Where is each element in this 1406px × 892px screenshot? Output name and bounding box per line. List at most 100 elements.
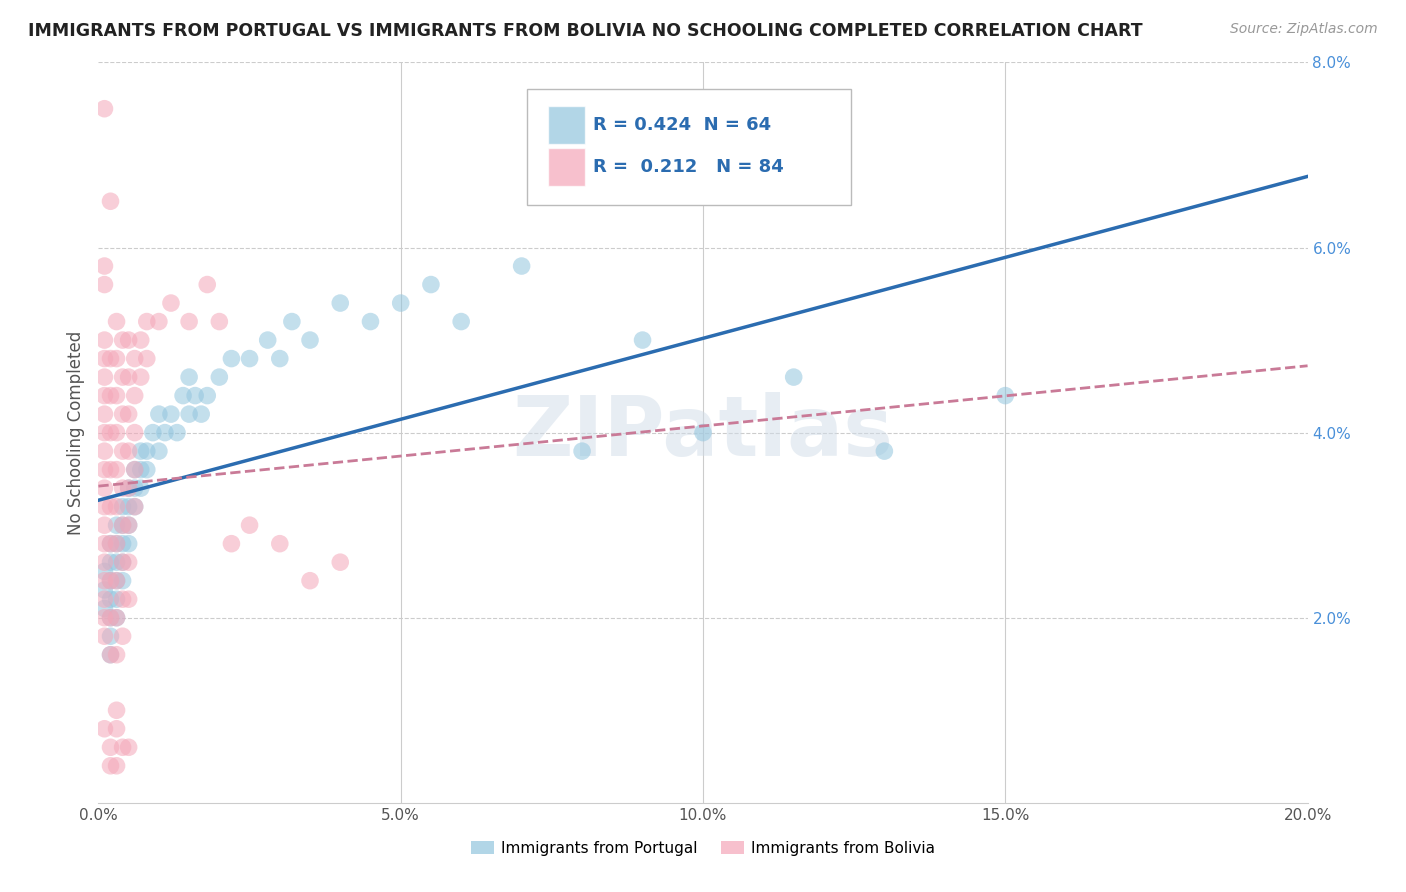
Point <box>100 648 122 662</box>
Point <box>329 296 352 310</box>
Point <box>93 574 115 588</box>
Text: IMMIGRANTS FROM PORTUGAL VS IMMIGRANTS FROM BOLIVIA NO SCHOOLING COMPLETED CORRE: IMMIGRANTS FROM PORTUGAL VS IMMIGRANTS F… <box>28 22 1143 40</box>
Point <box>179 370 201 384</box>
Point <box>135 314 157 328</box>
Point <box>450 314 472 328</box>
Point <box>100 740 122 755</box>
Point <box>111 444 134 458</box>
Point <box>148 407 170 421</box>
Point <box>360 314 382 328</box>
Point <box>111 333 134 347</box>
Point <box>100 425 122 440</box>
Point <box>118 481 141 495</box>
Point <box>105 351 128 366</box>
Point <box>160 296 183 310</box>
Point <box>100 592 122 607</box>
Point <box>135 351 157 366</box>
Point <box>105 574 128 588</box>
Point <box>124 500 146 514</box>
Point <box>129 444 152 458</box>
Point <box>105 722 128 736</box>
Point <box>299 333 322 347</box>
Point <box>111 592 134 607</box>
Point <box>93 722 115 736</box>
Point <box>111 370 134 384</box>
Point <box>105 518 128 533</box>
Point <box>105 425 128 440</box>
Point <box>111 629 134 643</box>
Point <box>105 536 128 550</box>
Point <box>100 500 122 514</box>
Point <box>269 536 291 550</box>
Point <box>93 462 115 476</box>
Point <box>184 389 207 403</box>
Point <box>124 462 146 476</box>
Point <box>124 389 146 403</box>
Point <box>93 444 115 458</box>
Point <box>692 425 714 440</box>
Point <box>124 425 146 440</box>
Point <box>105 555 128 569</box>
Point <box>118 592 141 607</box>
Point <box>111 518 134 533</box>
Point <box>93 500 115 514</box>
Point <box>100 758 122 772</box>
Point <box>153 425 176 440</box>
Point <box>105 703 128 717</box>
Point <box>124 481 146 495</box>
Point <box>111 481 134 495</box>
Point <box>281 314 304 328</box>
Point <box>124 351 146 366</box>
Point <box>93 601 115 615</box>
Point <box>239 351 262 366</box>
Point <box>105 610 128 624</box>
Point <box>172 389 194 403</box>
Point <box>105 574 128 588</box>
Point <box>93 259 115 273</box>
Point <box>160 407 183 421</box>
Text: R = 0.424  N = 64: R = 0.424 N = 64 <box>593 116 772 134</box>
Point <box>166 425 188 440</box>
Point <box>100 610 122 624</box>
Point <box>135 444 157 458</box>
Y-axis label: No Schooling Completed: No Schooling Completed <box>66 331 84 534</box>
Point <box>105 592 128 607</box>
Point <box>118 370 141 384</box>
Point <box>93 610 115 624</box>
Point <box>118 740 141 755</box>
Point <box>142 425 165 440</box>
Point <box>571 444 593 458</box>
Point <box>105 648 128 662</box>
Point <box>111 407 134 421</box>
Point <box>93 481 115 495</box>
Point <box>100 555 122 569</box>
Point <box>994 389 1017 403</box>
Point <box>100 462 122 476</box>
Point <box>269 351 291 366</box>
Point <box>221 351 243 366</box>
Point <box>510 259 533 273</box>
Point <box>329 555 352 569</box>
Point <box>124 462 146 476</box>
Point <box>93 536 115 550</box>
Point <box>105 314 128 328</box>
Point <box>105 389 128 403</box>
Point <box>299 574 322 588</box>
Point <box>100 574 122 588</box>
Point <box>111 574 134 588</box>
Point <box>93 277 115 292</box>
Point <box>100 389 122 403</box>
Point <box>93 592 115 607</box>
Point <box>221 536 243 550</box>
Point <box>118 333 141 347</box>
Point <box>105 758 128 772</box>
Point <box>111 555 134 569</box>
Point <box>93 333 115 347</box>
Point <box>239 518 262 533</box>
Point <box>105 500 128 514</box>
Point <box>105 610 128 624</box>
Text: R =  0.212   N = 84: R = 0.212 N = 84 <box>593 158 785 176</box>
Text: Source: ZipAtlas.com: Source: ZipAtlas.com <box>1230 22 1378 37</box>
Point <box>93 582 115 597</box>
Point <box>93 425 115 440</box>
